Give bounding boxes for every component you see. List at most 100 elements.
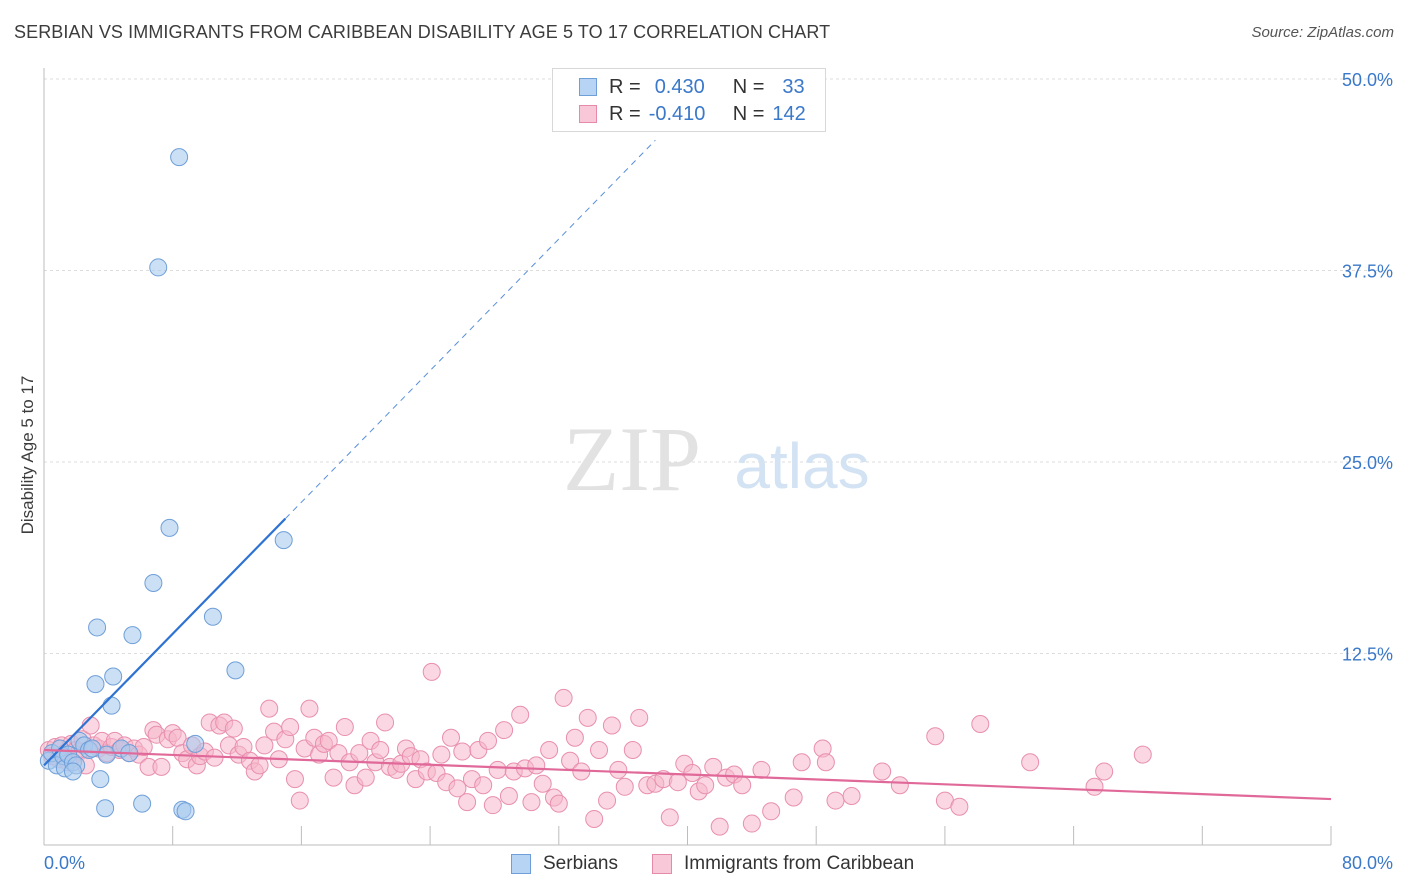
data-point-caribbean [371, 741, 390, 760]
data-point-caribbean [290, 791, 309, 810]
data-point-caribbean [733, 776, 752, 795]
data-point-caribbean [950, 797, 969, 816]
data-point-caribbean [873, 762, 892, 781]
legend-row-caribbean: R = -0.410 N = 142 [579, 101, 806, 127]
data-point-caribbean [479, 731, 498, 750]
data-point-serbians [88, 618, 107, 637]
data-point-serbians [176, 802, 195, 821]
legend-r-label: R = [609, 102, 641, 125]
data-point-serbians [274, 531, 293, 550]
data-point-serbians [170, 148, 189, 167]
data-point-caribbean [285, 770, 304, 789]
data-point-caribbean [250, 756, 269, 775]
data-point-caribbean [578, 708, 597, 727]
data-point-caribbean [356, 768, 375, 787]
watermark-zip: ZIP [563, 408, 701, 510]
data-point-caribbean [260, 699, 279, 718]
legend-r-value: 0.430 [654, 75, 705, 98]
data-point-caribbean [660, 808, 679, 827]
bottom-legend-swatch-serbians [511, 854, 531, 874]
data-point-serbians [144, 574, 163, 593]
data-point-caribbean [784, 788, 803, 807]
data-point-caribbean [300, 699, 319, 718]
data-point-caribbean [488, 760, 507, 779]
legend-n-label: N = [732, 102, 765, 125]
data-point-caribbean [448, 779, 467, 798]
data-point-serbians [102, 696, 121, 715]
data-point-caribbean [710, 817, 729, 836]
legend-swatch-caribbean [579, 105, 597, 123]
bottom-legend-label-serbians: Serbians [543, 853, 618, 874]
data-point-serbians [123, 626, 142, 645]
data-point-caribbean [926, 727, 945, 746]
data-point-caribbean [971, 714, 990, 733]
data-point-caribbean [422, 662, 441, 681]
data-point-caribbean [324, 768, 343, 787]
data-point-caribbean [792, 753, 811, 772]
data-point-serbians [104, 667, 123, 686]
data-point-caribbean [585, 809, 604, 828]
data-point-caribbean [826, 791, 845, 810]
data-point-caribbean [683, 763, 702, 782]
data-point-caribbean [598, 791, 617, 810]
data-point-serbians [91, 770, 110, 789]
data-point-caribbean [458, 793, 477, 812]
data-point-caribbean [527, 756, 546, 775]
series-serbians-points [39, 148, 293, 821]
data-point-caribbean [1085, 777, 1104, 796]
trend-line-serbians [43, 517, 287, 767]
legend-n-value: 142 [772, 102, 806, 125]
data-point-caribbean [540, 741, 559, 760]
data-point-caribbean [1021, 753, 1040, 772]
data-point-caribbean [1095, 762, 1114, 781]
y-tick-label: 25.0% [1342, 453, 1393, 473]
data-point-caribbean [842, 786, 861, 805]
bottom-legend-swatch-caribbean [652, 854, 672, 874]
data-point-serbians [96, 799, 115, 818]
source-label: Source: ZipAtlas.com [1251, 24, 1394, 41]
bottom-legend-serbians: Serbians [511, 852, 618, 876]
y-tick-label: 37.5% [1342, 262, 1393, 282]
data-point-caribbean [335, 718, 354, 737]
axes [43, 68, 1332, 846]
data-point-caribbean [453, 742, 472, 761]
data-point-caribbean [762, 802, 781, 821]
data-point-serbians [226, 661, 245, 680]
chart-title: SERBIAN VS IMMIGRANTS FROM CARIBBEAN DIS… [14, 22, 831, 42]
data-point-caribbean [432, 745, 451, 764]
legend-swatch-serbians [579, 78, 597, 96]
tick-labels: 12.5% 25.0% 37.5% 50.0% 0.0% 80.0% [44, 70, 1393, 873]
data-point-caribbean [742, 814, 761, 833]
data-point-serbians [203, 607, 222, 626]
trend-lines [43, 139, 1332, 801]
correlation-legend: R = 0.430 N = 33 R = -0.410 N = 142 [552, 68, 826, 132]
data-point-caribbean [376, 713, 395, 732]
x-tick-label-max: 80.0% [1342, 853, 1393, 873]
watermark-atlas: atlas [734, 430, 869, 502]
data-point-caribbean [511, 705, 530, 724]
data-point-serbians [63, 762, 82, 781]
grid-lines [44, 78, 1391, 654]
data-point-caribbean [255, 736, 274, 755]
data-point-caribbean [623, 741, 642, 760]
x-tick-label-min: 0.0% [44, 853, 85, 873]
data-point-caribbean [890, 776, 909, 795]
data-point-caribbean [668, 773, 687, 792]
y-tick-label: 12.5% [1342, 645, 1393, 665]
data-point-serbians [186, 734, 205, 753]
data-point-caribbean [152, 757, 171, 776]
data-point-caribbean [752, 760, 771, 779]
trend-line-serbians-extension [284, 139, 656, 520]
trend-line-caribbean [43, 748, 1332, 801]
data-point-caribbean [281, 718, 300, 737]
legend-r-value: -0.410 [648, 102, 706, 125]
data-point-caribbean [483, 796, 502, 815]
bottom-legend-caribbean: Immigrants from Caribbean [652, 852, 914, 876]
data-point-caribbean [522, 793, 541, 812]
data-point-caribbean [495, 721, 514, 740]
data-point-caribbean [474, 776, 493, 795]
data-point-caribbean [499, 786, 518, 805]
data-point-caribbean [696, 776, 715, 795]
data-point-caribbean [609, 760, 628, 779]
data-point-caribbean [590, 741, 609, 760]
